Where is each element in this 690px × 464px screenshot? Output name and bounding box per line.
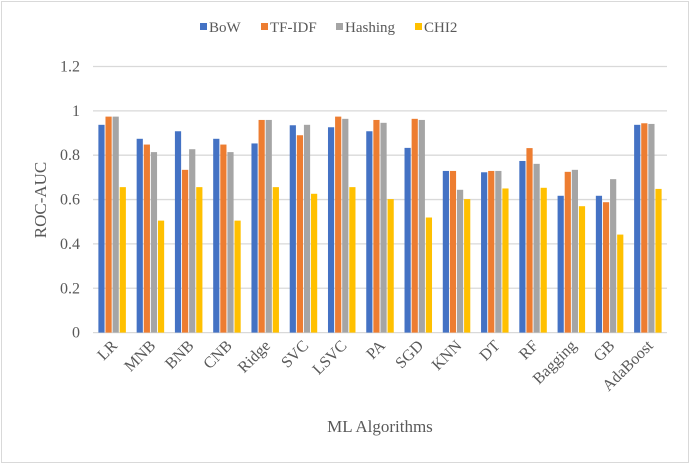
x-tick-label: BNB [162, 337, 197, 372]
bar-tf-idf-knn [449, 170, 457, 333]
bar-bow-svc [289, 125, 296, 333]
bar-hashing-mnb [150, 152, 158, 333]
bar-tf-idf-rf [526, 148, 533, 333]
bar-bow-bagging [557, 195, 564, 333]
legend-label: TF-IDF [270, 20, 317, 36]
bar-hashing-svc [303, 124, 311, 333]
bar-bow-pa [366, 131, 373, 333]
x-tick-label: LR [94, 337, 121, 364]
bar-hashing-knn [456, 189, 464, 333]
x-tick-label: LSVC [310, 337, 351, 378]
legend-swatch-tf-idf [261, 23, 268, 30]
bar-hashing-lr [112, 116, 119, 333]
y-tick-label: 1 [72, 103, 80, 120]
x-tick-label: RF [516, 337, 542, 363]
bar-bow-knn [442, 170, 449, 333]
legend-swatch-chi2 [415, 23, 422, 30]
bar-tf-idf-lr [105, 116, 112, 333]
y-axis-label: ROC-AUC [31, 162, 50, 239]
bar-tf-idf-dt [488, 170, 495, 333]
x-tick-label: KNN [429, 337, 466, 374]
legend-swatch-bow [200, 23, 207, 30]
bar-tf-idf-ridge [258, 119, 265, 333]
bar-bow-lr [98, 124, 105, 333]
bar-bow-ridge [251, 143, 258, 333]
bar-tf-idf-bnb [182, 169, 189, 333]
bar-hashing-sgd [418, 119, 425, 333]
bar-hashing-cnb [227, 152, 234, 333]
bar-bow-bnb [174, 131, 182, 333]
y-tick-label: 1.2 [60, 59, 80, 76]
bar-tf-idf-bagging [564, 171, 571, 333]
bar-chi2-lr [119, 187, 126, 333]
bar-hashing-bagging [571, 169, 578, 333]
x-tick-label: MNB [121, 337, 159, 375]
bar-chi2-lsvc [349, 187, 356, 333]
legend-label: BoW [209, 20, 242, 36]
legend-label: CHI2 [424, 20, 457, 36]
bar-tf-idf-sgd [411, 118, 418, 333]
y-tick-label: 0.6 [60, 192, 80, 209]
bar-tf-idf-adaboost [641, 123, 648, 333]
bar-bow-mnb [136, 138, 143, 333]
y-tick-label: 0.4 [60, 236, 80, 253]
bar-tf-idf-svc [296, 135, 304, 333]
bar-chi2-bagging [578, 206, 586, 333]
bar-hashing-dt [495, 170, 502, 333]
x-tick-label: GB [591, 337, 619, 365]
bar-hashing-pa [380, 122, 387, 333]
y-tick-label: 0.8 [60, 147, 80, 164]
bar-bow-gb [595, 195, 603, 333]
bar-tf-idf-pa [373, 119, 380, 333]
legend-label: Hashing [345, 20, 395, 36]
x-axis-label: ML Algorithms [327, 417, 433, 436]
bar-chi2-gb [617, 234, 624, 333]
bar-hashing-ridge [265, 119, 272, 333]
x-tick-label: PA [363, 337, 389, 363]
bar-chi2-adaboost [655, 188, 662, 333]
bar-bow-rf [519, 160, 526, 333]
bar-hashing-lsvc [342, 118, 349, 333]
bar-tf-idf-mnb [143, 144, 150, 333]
bar-hashing-gb [610, 179, 617, 333]
bar-chi2-ridge [272, 187, 279, 333]
bar-hashing-bnb [189, 149, 196, 333]
bar-chi2-sgd [425, 217, 433, 333]
bar-tf-idf-lsvc [335, 116, 342, 333]
bar-hashing-rf [533, 163, 540, 333]
bar-bow-dt [481, 172, 488, 333]
y-tick-label: 0.2 [60, 280, 80, 297]
bar-chi2-bnb [196, 187, 203, 333]
bar-chi2-mnb [157, 220, 165, 333]
bar-chi2-rf [540, 187, 547, 333]
bar-hashing-adaboost [648, 123, 655, 333]
x-tick-label: CNB [200, 337, 235, 372]
x-tick-label: Ridge [235, 337, 274, 376]
legend-swatch-hashing [336, 23, 343, 30]
x-tick-label: SVC [278, 337, 312, 371]
bar-bow-cnb [213, 138, 220, 333]
x-tick-label: SGD [392, 337, 427, 372]
bar-chi2-dt [502, 188, 509, 333]
bar-tf-idf-gb [602, 202, 610, 333]
bar-bow-sgd [404, 147, 411, 333]
bar-chi2-cnb [234, 220, 241, 333]
bar-chi2-pa [387, 199, 394, 333]
x-tick-label: DT [477, 337, 504, 364]
bar-chi2-knn [464, 199, 471, 333]
bar-chi2-svc [311, 193, 318, 333]
bar-bow-lsvc [327, 127, 335, 333]
bar-bow-adaboost [634, 124, 641, 333]
y-tick-label: 0 [72, 325, 80, 342]
bar-tf-idf-cnb [220, 144, 227, 333]
